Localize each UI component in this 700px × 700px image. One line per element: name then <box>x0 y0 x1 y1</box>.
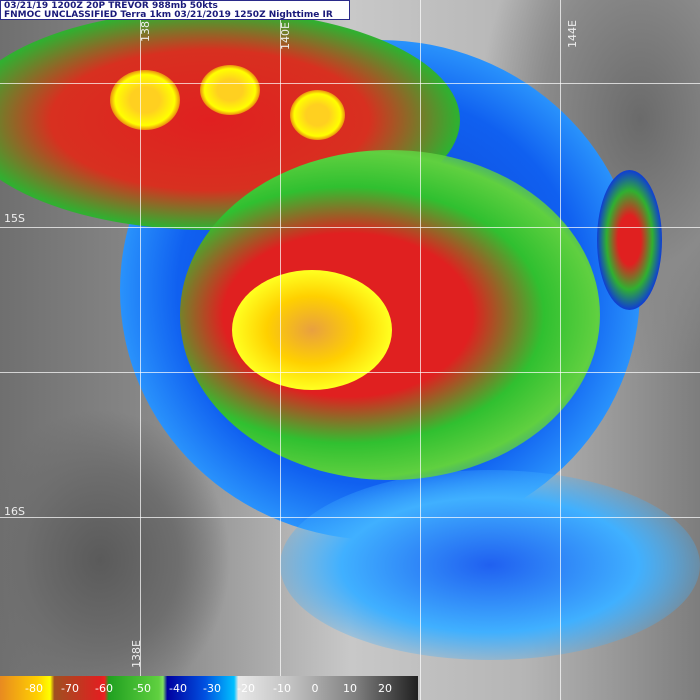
latitude-line <box>0 372 700 373</box>
latitude-line <box>0 83 700 84</box>
colorbar-label: -50 <box>133 682 151 695</box>
temperature-colorbar: -80 -70 -60 -50 -40 -30 -20 -10 0 10 20 <box>0 676 418 700</box>
lon-label: 138E <box>130 640 143 668</box>
cloud-band-south <box>280 470 700 660</box>
colorbar-label: -70 <box>61 682 79 695</box>
latitude-line <box>0 227 700 228</box>
colorbar-label: 0 <box>311 682 319 695</box>
north-cold-top-2 <box>200 65 260 115</box>
image-header: 03/21/19 1200Z 20P TREVOR 988mb 50kts FN… <box>0 0 350 20</box>
lon-label: 144E <box>566 20 579 48</box>
east-cell <box>597 170 662 310</box>
colorbar-label: -20 <box>237 682 255 695</box>
header-line-1: 03/21/19 1200Z 20P TREVOR 988mb 50kts <box>4 1 218 11</box>
colorbar-label: -30 <box>203 682 221 695</box>
colorbar-label: -80 <box>25 682 43 695</box>
colorbar-label: -60 <box>95 682 113 695</box>
header-line-2: FNMOC UNCLASSIFIED Terra 1km 03/21/2019 … <box>4 10 333 20</box>
colorbar-label: -40 <box>169 682 187 695</box>
latitude-line <box>0 517 700 518</box>
longitude-line <box>140 0 141 700</box>
north-cold-top-1 <box>110 70 180 130</box>
colorbar-label: 10 <box>343 682 357 695</box>
north-cold-top-3 <box>290 90 345 140</box>
lat-label: 15S <box>4 212 25 225</box>
lat-label: 16S <box>4 505 25 518</box>
longitude-line <box>280 0 281 700</box>
colorbar-label: -10 <box>273 682 291 695</box>
longitude-line <box>560 0 561 700</box>
colorbar-label: 20 <box>378 682 392 695</box>
storm-core <box>232 270 392 390</box>
longitude-line <box>420 0 421 700</box>
lon-label: 140E <box>279 22 292 50</box>
